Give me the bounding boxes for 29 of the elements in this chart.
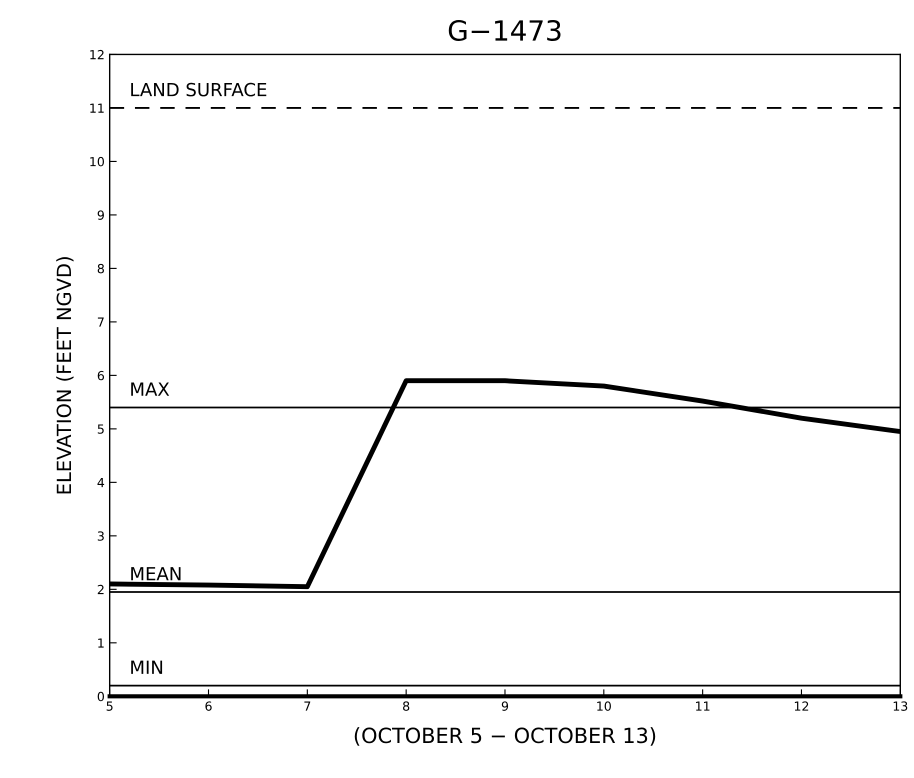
x-tick-label: 11 — [696, 702, 710, 711]
x-tick-label: 12 — [794, 701, 808, 711]
y-tick-label: 10 — [90, 156, 104, 166]
chart-title: G−1473 — [448, 20, 561, 41]
ref-line-label: MAX — [131, 382, 170, 396]
x-tick-label: 10 — [597, 701, 611, 711]
y-tick-label: 2 — [98, 584, 104, 594]
y-tick-label: 3 — [98, 531, 104, 541]
x-tick-label: 8 — [403, 701, 410, 711]
y-tick-label: 7 — [98, 318, 104, 327]
ref-line-label: LAND SURFACE — [131, 82, 266, 96]
y-tick-label: 8 — [98, 264, 104, 274]
ref-line-label: MEAN — [131, 567, 181, 580]
y-tick-label: 4 — [97, 478, 104, 488]
y-tick-label: 0 — [98, 692, 104, 702]
x-axis-title: (OCTOBER 5 − OCTOBER 13) — [354, 727, 656, 746]
y-tick-label: 11 — [90, 104, 104, 113]
y-tick-label: 9 — [98, 210, 104, 220]
y-tick-label: 5 — [98, 424, 104, 434]
x-tick-label: 5 — [106, 702, 113, 711]
x-tick-label: 13 — [894, 701, 908, 711]
ref-line-label: MIN — [131, 660, 162, 674]
x-tick-label: 6 — [205, 701, 212, 711]
y-tick-label: 6 — [98, 370, 104, 380]
x-tick-label: 7 — [304, 702, 310, 711]
y-tick-label: 1 — [98, 638, 104, 648]
y-axis-title: ELEVATION (FEET NGVD) — [56, 257, 74, 494]
x-tick-label: 9 — [502, 701, 508, 711]
y-tick-label: 12 — [90, 50, 104, 60]
